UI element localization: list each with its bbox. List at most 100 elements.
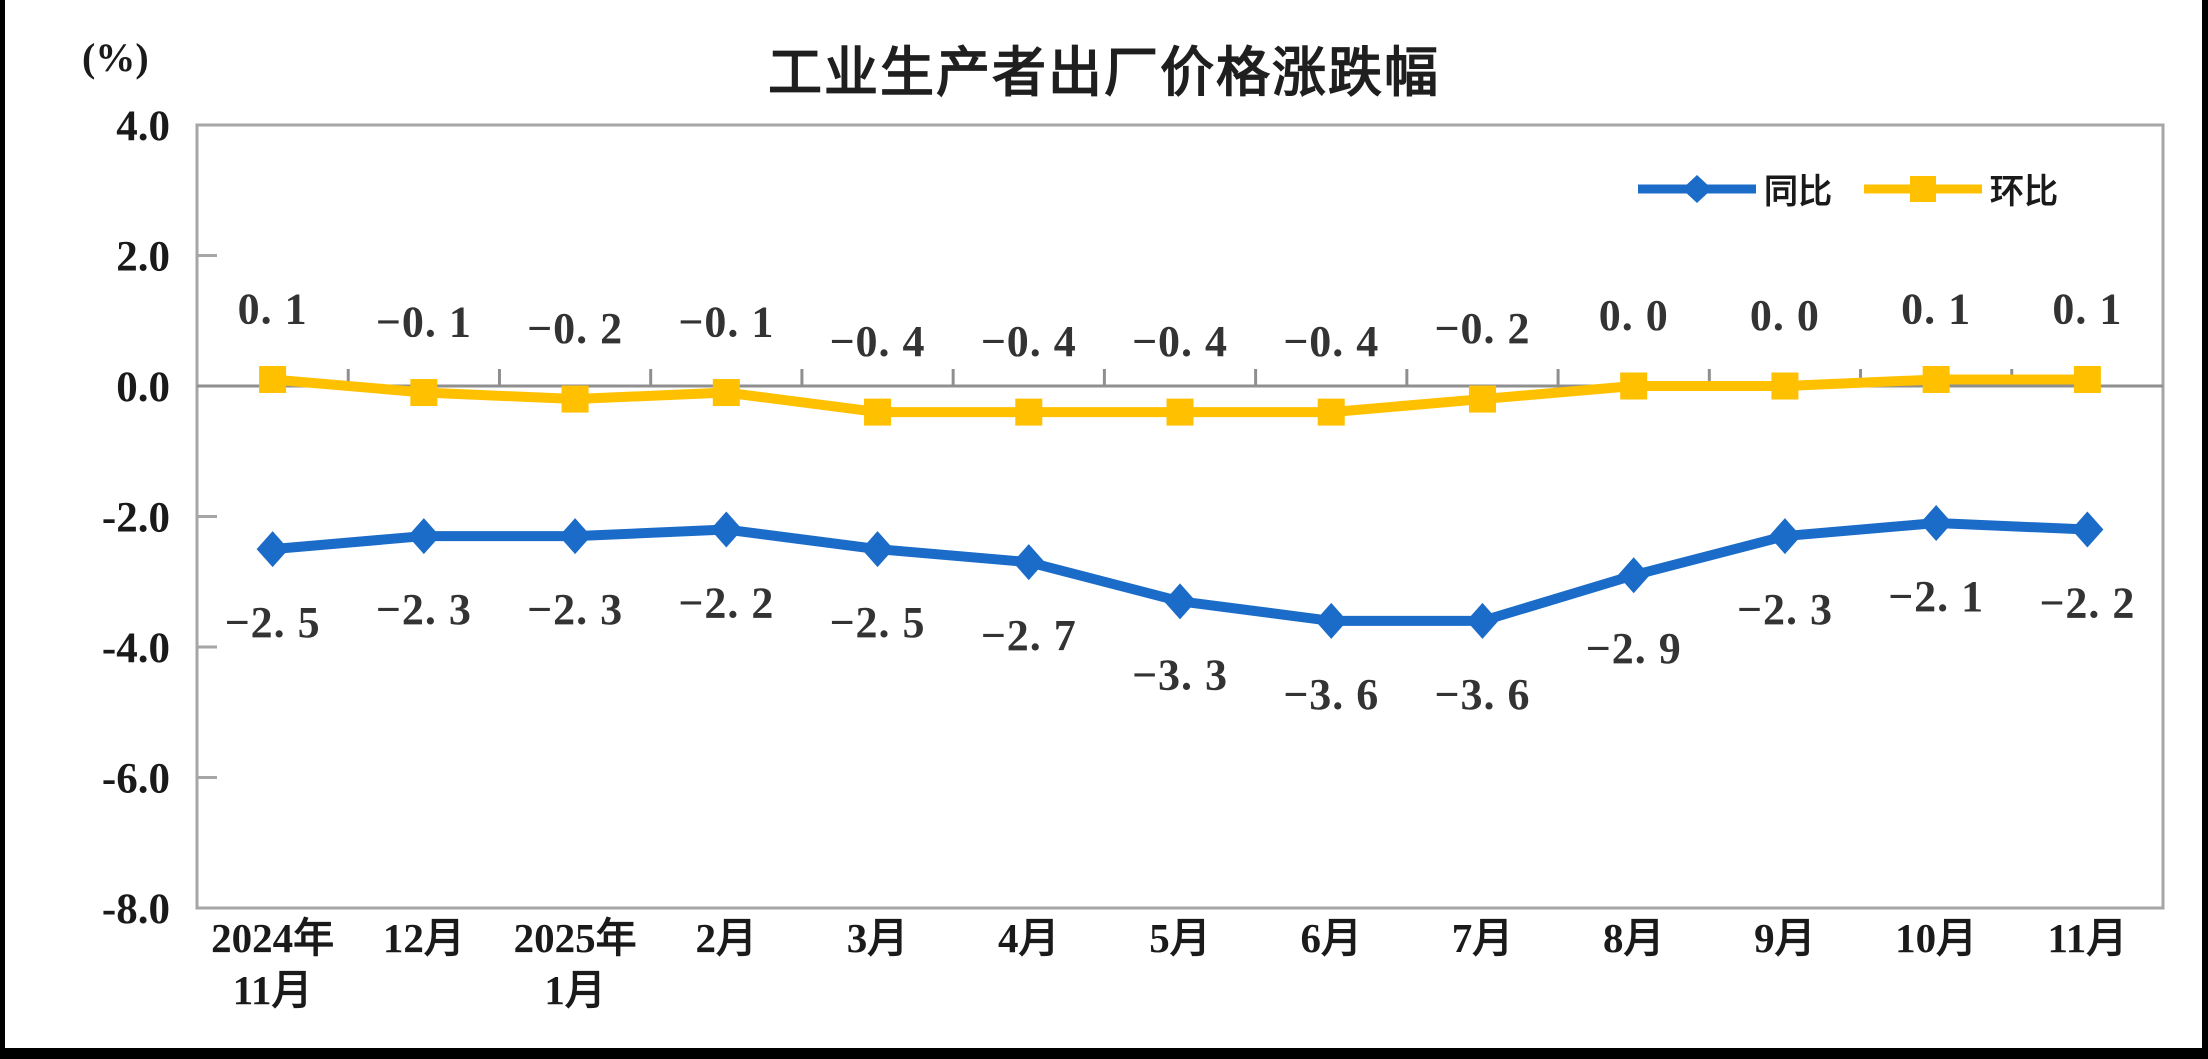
marker-diamond-icon [559, 518, 592, 555]
x-tick-label-line: 11月 [2048, 915, 2128, 961]
data-label: −2. 5 [829, 598, 925, 647]
data-label: −0. 1 [376, 298, 472, 347]
x-tick-label-line: 6月 [1300, 915, 1362, 961]
marker-square-icon [864, 398, 892, 426]
x-tick-label: 12月 [383, 915, 465, 961]
marker-diamond-icon [1012, 544, 1045, 581]
y-tick-label: -4.0 [102, 625, 170, 672]
bottom-edge-bar [0, 1048, 2208, 1059]
marker-square-icon [712, 379, 740, 407]
data-label: −0. 4 [1132, 317, 1228, 366]
marker-diamond-icon [1466, 602, 1499, 639]
data-label: −2. 2 [2039, 579, 2135, 628]
x-tick-label-line: 12月 [383, 915, 465, 961]
x-tick-label: 3月 [847, 915, 909, 961]
legend-label-tongbi: 同比 [1764, 174, 1832, 211]
x-tick-label: 4月 [998, 915, 1060, 961]
data-label: −2. 1 [1888, 572, 1984, 621]
marker-square-icon [1620, 372, 1648, 400]
marker-diamond-icon [1617, 557, 1650, 594]
x-tick-label: 7月 [1452, 915, 1514, 961]
data-label: −0. 2 [1434, 304, 1530, 353]
data-label: −0. 4 [829, 317, 925, 366]
marker-diamond-icon [1768, 518, 1801, 555]
data-label: −2. 2 [678, 579, 774, 628]
data-label: 0. 0 [1750, 291, 1820, 340]
marker-square-icon [1468, 385, 1496, 413]
marker-square-icon [561, 385, 589, 413]
x-tick-label-line: 1月 [544, 967, 606, 1013]
y-tick-label: -2.0 [102, 495, 170, 542]
data-label: 0. 0 [1599, 291, 1669, 340]
data-label: −2. 9 [1586, 624, 1682, 673]
legend-item-huanbi: 环比 [1862, 164, 2058, 213]
marker-square-icon [1317, 398, 1345, 426]
y-axis-unit-label: (%) [82, 35, 149, 80]
huanbi-line-square-icon [1864, 175, 1982, 202]
x-tick-label-line: 5月 [1149, 915, 1211, 961]
marker-square-icon [1166, 398, 1194, 426]
x-tick-label: 2月 [696, 915, 758, 961]
y-tick-label: -6.0 [102, 756, 170, 803]
data-label: 0. 1 [1901, 284, 1971, 333]
y-tick-label: 4.0 [116, 103, 170, 150]
legend-label-huanbi: 环比 [1990, 174, 2058, 211]
data-label: −2. 3 [1737, 585, 1833, 634]
data-label: −0. 2 [527, 304, 623, 353]
chart-title: 工业生产者出厂价格涨跌幅 [768, 41, 1440, 104]
marker-diamond-icon [407, 518, 440, 555]
x-tick-label: 6月 [1300, 915, 1362, 961]
x-tick-label-line: 3月 [847, 915, 909, 961]
plot-border [195, 123, 2165, 910]
legend-item-tongbi: 同比 [1636, 164, 1832, 213]
data-label: −3. 6 [1283, 670, 1379, 719]
x-tick-label: 11月 [2048, 915, 2128, 961]
data-label: −2. 3 [376, 585, 472, 634]
marker-diamond-icon [1920, 505, 1953, 542]
x-tick-label: 10月 [1895, 915, 1977, 961]
x-tick-label: 2025年 1月 [514, 915, 637, 1013]
data-label: 0. 1 [238, 284, 308, 333]
marker-diamond-icon [710, 511, 743, 548]
marker-square-icon [410, 379, 438, 407]
y-tick-label: 0.0 [116, 364, 170, 411]
y-tick-label: -8.0 [102, 886, 170, 933]
x-tick-label-line: 11月 [233, 967, 313, 1013]
x-tick-label-line: 7月 [1452, 915, 1514, 961]
legend-square-marker-icon [1910, 175, 1936, 202]
left-edge-bar [0, 0, 5, 1059]
x-tick-label-line: 10月 [1895, 915, 1977, 961]
data-label: −3. 3 [1132, 650, 1228, 699]
legend: 同比 环比 [1636, 164, 2058, 213]
data-label: −0. 1 [678, 298, 774, 347]
x-tick-label-line: 8月 [1603, 915, 1665, 961]
marker-diamond-icon [256, 531, 289, 568]
marker-diamond-icon [2071, 511, 2104, 548]
x-tick-label-line: 9月 [1754, 915, 1816, 961]
data-label: 0. 1 [2052, 284, 2122, 333]
marker-square-icon [2073, 365, 2101, 393]
x-tick-label-line: 2024年 [211, 915, 334, 961]
marker-diamond-icon [861, 531, 894, 568]
x-tick-label-line: 4月 [998, 915, 1060, 961]
right-edge-bar [2202, 0, 2208, 1059]
data-label: −0. 4 [981, 317, 1077, 366]
x-tick-label: 2024年 11月 [211, 915, 334, 1013]
data-label: −2. 7 [981, 611, 1077, 660]
marker-square-icon [259, 365, 287, 393]
x-tick-label: 8月 [1603, 915, 1665, 961]
x-tick-label: 5月 [1149, 915, 1211, 961]
x-tick-label-line: 2025年 [514, 915, 637, 961]
marker-square-icon [1771, 372, 1799, 400]
data-label: −2. 3 [527, 585, 623, 634]
legend-diamond-marker-icon [1682, 174, 1712, 203]
marker-square-icon [1015, 398, 1043, 426]
x-tick-label: 9月 [1754, 915, 1816, 961]
data-label: −2. 5 [225, 598, 321, 647]
data-label: −0. 4 [1283, 317, 1379, 366]
tongbi-line-diamond-icon [1638, 174, 1756, 203]
x-tick-label-line: 2月 [696, 915, 758, 961]
data-label: −3. 6 [1434, 670, 1530, 719]
